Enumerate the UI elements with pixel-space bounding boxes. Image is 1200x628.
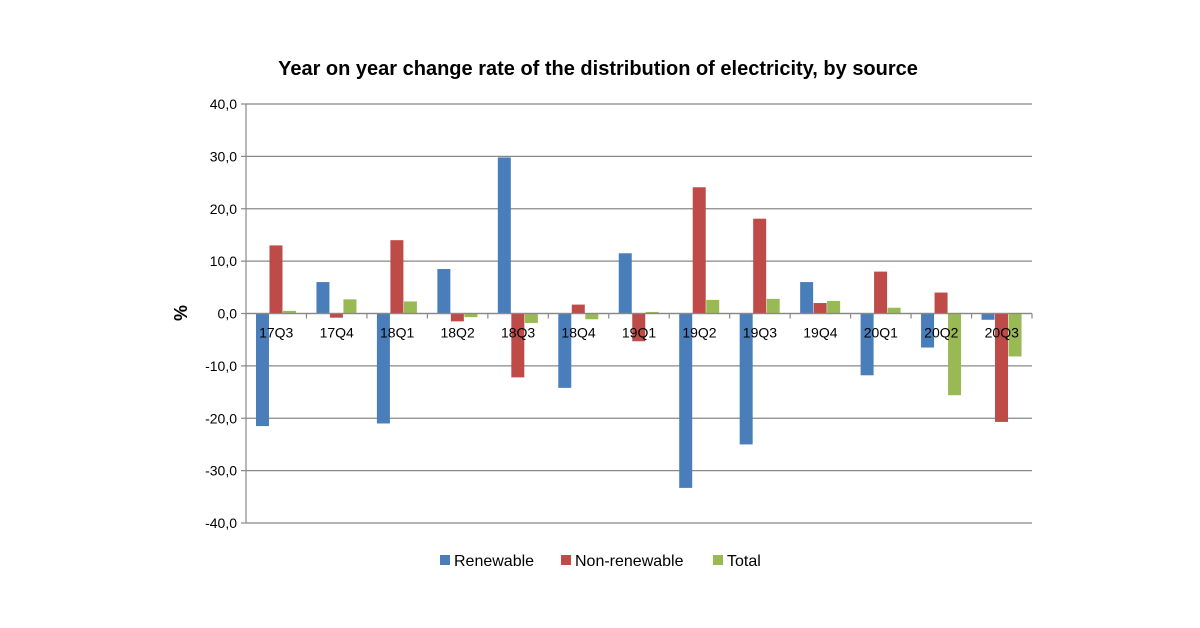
bars (255, 157, 1022, 488)
bar-total-17q4 (343, 299, 357, 314)
bar-renewable-18q1 (376, 313, 390, 424)
bar-non-renewable-18q3 (511, 313, 525, 378)
bar-renewable-19q1 (618, 253, 632, 314)
x-tick-label: 17Q3 (259, 325, 293, 341)
bar-total-19q4 (827, 300, 841, 314)
bar-non-renewable-19q1 (632, 313, 646, 342)
bar-non-renewable-17q4 (329, 313, 343, 318)
x-tick-label: 18Q1 (380, 325, 414, 341)
bar-non-renewable-20q3 (995, 313, 1009, 422)
y-tick-label: 30,0 (210, 148, 237, 164)
bar-non-renewable-17q3 (269, 245, 283, 314)
bar-total-18q4 (585, 313, 599, 320)
legend-label-non-renewable: Non-renewable (575, 553, 684, 570)
x-axis-categories: 17Q3 17Q4 18Q1 18Q2 18Q3 18Q4 19Q1 19Q2 19Q3 19Q4… (245, 313, 1033, 341)
y-tick-label: -40,0 (205, 515, 237, 531)
bar-renewable-20q1 (860, 313, 874, 376)
bar-renewable-19q3 (739, 313, 753, 445)
y-axis-label: % (171, 305, 191, 321)
legend-swatch-total (713, 555, 723, 565)
x-tick-label: 18Q3 (501, 325, 535, 341)
bar-total-20q3 (1008, 313, 1022, 357)
bar-total-20q1 (887, 307, 901, 314)
bar-non-renewable-19q3 (753, 218, 767, 314)
bar-renewable-17q3 (255, 313, 269, 427)
bar-total-18q1 (403, 301, 417, 314)
x-tick-label: 19Q3 (743, 325, 777, 341)
x-tick-label: 18Q4 (561, 325, 595, 341)
bar-total-20q2 (948, 313, 962, 396)
bar-total-18q2 (464, 313, 478, 318)
bar-renewable-19q2 (679, 313, 693, 488)
bar-total-17q3 (282, 310, 296, 314)
legend-label-total: Total (727, 553, 761, 570)
legend-swatch-renewable (440, 555, 450, 565)
bar-renewable-17q4 (316, 282, 330, 314)
y-tick-label: 40,0 (210, 96, 237, 112)
y-tick-label: -10,0 (205, 358, 237, 374)
bar-total-19q1 (645, 311, 659, 314)
bar-renewable-20q2 (921, 313, 935, 348)
y-tick-label: 20,0 (210, 201, 237, 217)
bar-renewable-18q4 (558, 313, 572, 388)
x-tick-label: 18Q2 (440, 325, 474, 341)
y-tick-label: -20,0 (205, 410, 237, 426)
x-tick-label: 17Q4 (320, 325, 354, 341)
x-tick-label: 20Q1 (864, 325, 898, 341)
bar-total-19q2 (706, 299, 720, 314)
bar-total-18q3 (524, 313, 538, 323)
bar-renewable-20q3 (981, 313, 995, 320)
y-tick-label: 0,0 (218, 306, 238, 322)
bar-non-renewable-18q2 (450, 313, 464, 322)
y-tick-label: -30,0 (205, 463, 237, 479)
chart-title: Year on year change rate of the distribu… (278, 58, 918, 80)
y-tick-label: 10,0 (210, 253, 237, 269)
x-tick-label: 19Q2 (682, 325, 716, 341)
bar-non-renewable-20q1 (874, 271, 888, 314)
bar-non-renewable-18q1 (390, 240, 404, 314)
bar-non-renewable-19q2 (692, 187, 706, 314)
legend: Renewable Non-renewable Total (440, 553, 761, 570)
bar-non-renewable-19q4 (813, 303, 827, 314)
bar-non-renewable-20q2 (934, 292, 948, 314)
x-tick-label: 20Q2 (924, 325, 958, 341)
legend-label-renewable: Renewable (454, 553, 534, 570)
bar-total-19q3 (766, 298, 780, 314)
bar-renewable-18q2 (437, 268, 451, 314)
x-tick-label: 19Q1 (622, 325, 656, 341)
x-tick-label: 20Q3 (985, 325, 1019, 341)
legend-swatch-non-renewable (561, 555, 571, 565)
x-tick-label: 19Q4 (803, 325, 837, 341)
y-axis-ticks: 40,0 30,0 20,0 10,0 0,0 -10,0 -20,0 -30,0 -40,0 (205, 96, 237, 531)
bar-renewable-18q3 (497, 157, 511, 314)
bar-renewable-19q4 (800, 282, 814, 314)
bar-non-renewable-18q4 (571, 304, 585, 314)
